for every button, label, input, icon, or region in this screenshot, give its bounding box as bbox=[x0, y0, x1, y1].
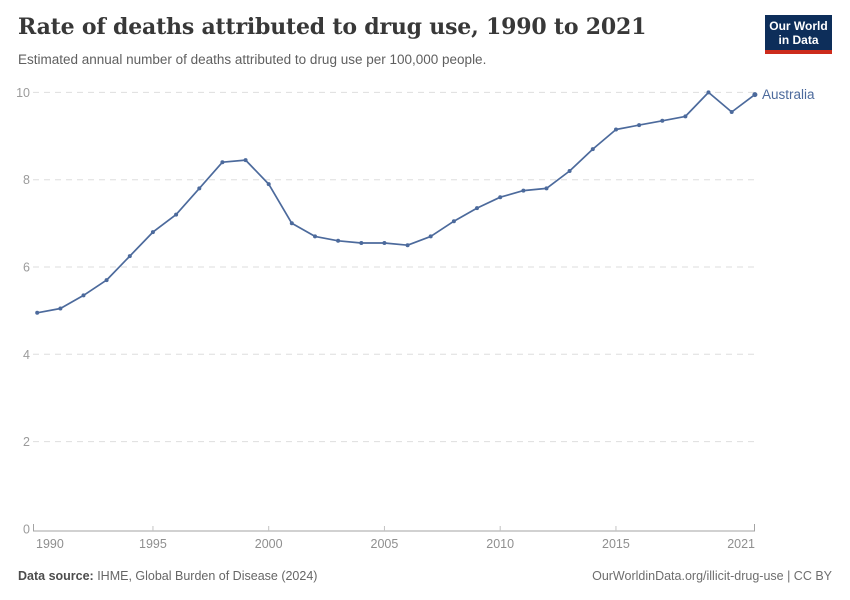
owid-logo[interactable]: Our World in Data bbox=[765, 15, 832, 54]
data-point-2002 bbox=[313, 234, 317, 239]
data-point-2021 bbox=[752, 92, 758, 98]
data-point-2013 bbox=[567, 169, 572, 173]
data-point-1990 bbox=[35, 310, 40, 315]
x-axis-tick-label: 1990 bbox=[36, 537, 64, 551]
data-point-2003 bbox=[336, 238, 341, 243]
data-point-1991 bbox=[58, 306, 63, 311]
data-point-1994 bbox=[127, 254, 132, 259]
y-axis-tick-label: 2 bbox=[23, 435, 30, 449]
data-point-2010 bbox=[498, 195, 503, 200]
data-point-2006 bbox=[405, 243, 410, 248]
data-point-2017 bbox=[660, 118, 665, 123]
license-link[interactable]: OurWorldinData.org/illicit-drug-use | CC… bbox=[592, 569, 832, 583]
data-source-label: Data source: bbox=[18, 569, 94, 583]
data-point-2009 bbox=[475, 206, 479, 211]
australia-series-line bbox=[36, 91, 756, 314]
data-point-1998 bbox=[220, 160, 225, 165]
x-axis-tick-label: 2021 bbox=[727, 537, 755, 551]
x-axis-tick-label: 2015 bbox=[602, 537, 630, 551]
x-axis-tick-label: 2005 bbox=[371, 537, 399, 551]
data-point-2007 bbox=[428, 234, 433, 239]
data-point-2001 bbox=[289, 221, 294, 226]
data-point-2019 bbox=[706, 90, 711, 95]
y-axis-tick-label: 4 bbox=[23, 348, 30, 362]
data-point-2008 bbox=[451, 219, 456, 224]
data-point-1997 bbox=[197, 186, 202, 191]
data-point-2015 bbox=[614, 127, 618, 132]
series-label-australia: Australia bbox=[762, 87, 815, 102]
y-axis-tick-label: 8 bbox=[23, 173, 30, 187]
y-axis-tick-label: 0 bbox=[23, 522, 30, 536]
data-point-1999 bbox=[243, 158, 248, 163]
owid-logo-line2: in Data bbox=[778, 33, 819, 47]
data-point-2005 bbox=[382, 241, 387, 245]
chart-subtitle: Estimated annual number of deaths attrib… bbox=[18, 52, 487, 67]
data-source-note: Data source: IHME, Global Burden of Dise… bbox=[18, 569, 317, 583]
y-axis-tick-label: 10 bbox=[16, 86, 30, 100]
y-axis-tick-label: 6 bbox=[23, 261, 30, 275]
data-point-1995 bbox=[150, 230, 155, 235]
page-title: Rate of deaths attributed to drug use, 1… bbox=[18, 14, 647, 40]
data-point-1993 bbox=[104, 278, 109, 283]
x-axis-tick-label: 2010 bbox=[486, 537, 514, 551]
x-axis-tick-label: 1995 bbox=[139, 537, 167, 551]
data-point-2011 bbox=[521, 188, 526, 193]
data-point-2000 bbox=[266, 182, 271, 187]
data-point-2016 bbox=[637, 123, 642, 128]
x-axis-tick-label: 2000 bbox=[255, 537, 283, 551]
owid-logo-line1: Our World bbox=[769, 19, 828, 33]
data-point-2014 bbox=[590, 147, 595, 152]
data-point-1992 bbox=[81, 293, 86, 298]
data-point-2004 bbox=[359, 241, 364, 245]
data-point-2012 bbox=[544, 186, 549, 191]
data-point-2018 bbox=[683, 114, 688, 119]
data-source-text: IHME, Global Burden of Disease (2024) bbox=[93, 569, 318, 583]
data-point-1996 bbox=[174, 212, 179, 217]
data-point-2020 bbox=[729, 110, 734, 114]
